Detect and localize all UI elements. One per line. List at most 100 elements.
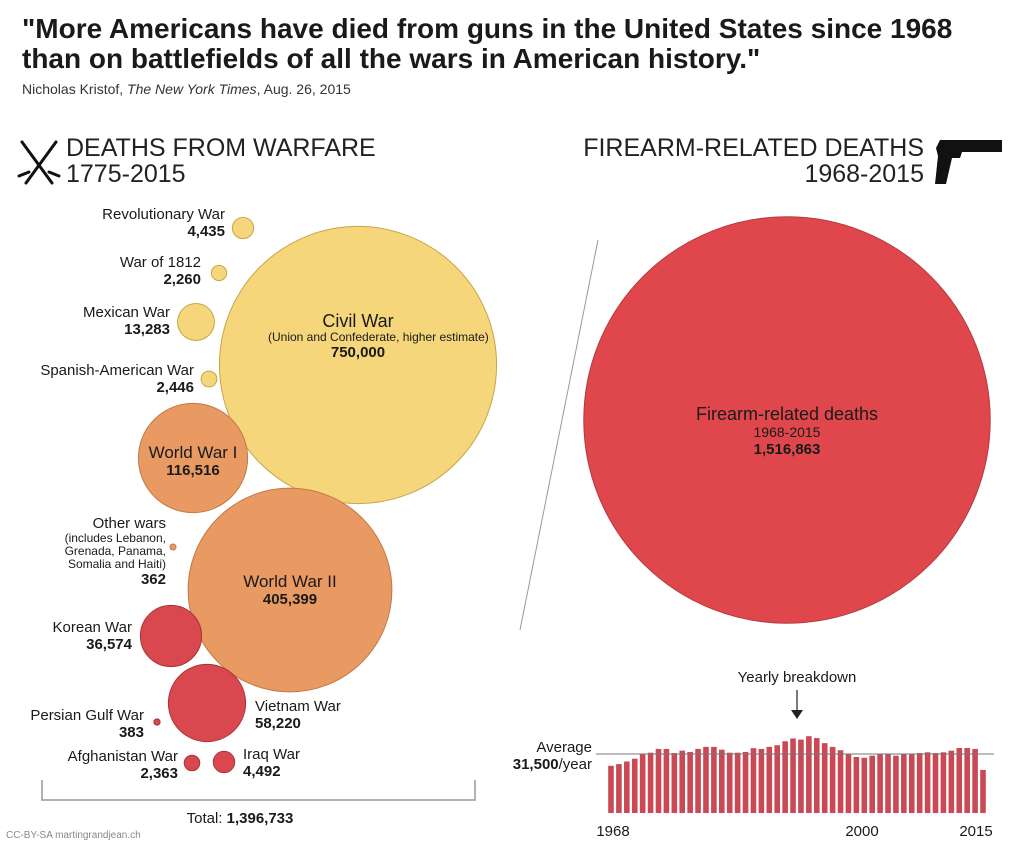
bar-1970	[624, 761, 630, 813]
bar-1993	[806, 736, 812, 813]
bar-1992	[798, 739, 804, 813]
label-civil-war: Civil War (Union and Confederate, higher …	[268, 311, 489, 361]
bar-2000	[861, 757, 868, 813]
crossed-swords-icon	[17, 140, 61, 185]
source-citation: Nicholas Kristof, The New York Times, Au…	[22, 81, 351, 97]
warfare-years: 1775-2015	[66, 160, 186, 188]
bar-2006	[908, 753, 915, 813]
bar-1983	[726, 752, 733, 813]
label-world-war-i: World War I 116,516	[148, 443, 238, 479]
bar-2007	[916, 753, 923, 813]
bubble-vietnam-war	[167, 663, 247, 743]
total-label: Total: 1,396,733	[186, 810, 294, 827]
bar-1977	[679, 750, 686, 813]
label-world-war-ii: World War II 405,399	[243, 572, 337, 608]
firearm-years: 1968-2015	[804, 160, 924, 188]
bar-2014	[972, 748, 978, 813]
label-war-of-1812: War of 1812 2,260	[119, 254, 201, 288]
label-korean-war: Korean War 36,574	[52, 619, 132, 653]
bar-2011	[948, 750, 955, 813]
bar-2001	[869, 755, 875, 813]
bar-1997	[837, 750, 844, 813]
label-mexican-war: Mexican War 13,283	[83, 304, 170, 338]
bar-2010	[940, 752, 947, 813]
credit: CC-BY-SA martingrandjean.ch	[6, 830, 141, 841]
bar-1999	[853, 756, 860, 813]
bubble-korean-war	[139, 604, 203, 668]
tick-2000: 2000	[845, 823, 879, 840]
bar-1975	[663, 748, 670, 813]
bar-2004	[893, 755, 899, 813]
bar-1989	[774, 745, 781, 813]
bar-1981	[711, 746, 717, 813]
bar-1973	[647, 752, 654, 813]
bubble-revolutionary-war	[231, 216, 255, 240]
bar-1976	[671, 753, 678, 813]
bubble-firearm-related-deaths	[583, 216, 991, 624]
bar-1978	[687, 751, 693, 813]
yearly-breakdown-label: Yearly breakdown	[737, 669, 857, 686]
bar-1984	[734, 752, 741, 813]
bubbles	[137, 216, 991, 774]
bar-1986	[750, 748, 757, 813]
bar-1982	[719, 749, 725, 813]
label-other-wars: Other wars (includes Lebanon, Grenada, Pa…	[64, 515, 166, 588]
label-vietnam-war: Vietnam War 58,220	[255, 698, 341, 732]
yearly-bars	[608, 736, 986, 813]
bubble-iraq-war	[212, 750, 236, 774]
bar-2015	[980, 769, 986, 813]
source-date: , Aug. 26, 2015	[256, 81, 351, 97]
label-afghanistan-war: Afghanistan War 2,363	[67, 748, 178, 782]
bubble-other-wars	[169, 543, 177, 551]
label-persian-gulf-war: Persian Gulf War 383	[30, 707, 144, 741]
bar-1991	[790, 738, 796, 813]
bar-2002	[877, 754, 883, 813]
bubble-war-of-1812	[210, 264, 228, 282]
bar-1980	[703, 746, 709, 813]
bubble-spanish-american-war	[200, 370, 218, 388]
warfare-header: DEATHS FROM WARFARE 1775-2015	[66, 135, 376, 187]
bar-1969	[616, 764, 622, 813]
bar-1995	[821, 743, 828, 813]
bubble-mexican-war	[177, 303, 215, 341]
divider-line	[519, 239, 599, 631]
bar-1971	[631, 758, 638, 813]
bar-2013	[964, 748, 970, 813]
label-spanish-american-war: Spanish-American War 2,446	[40, 362, 194, 396]
bar-1974	[655, 748, 662, 813]
average-label: Average 31,500/year	[512, 739, 592, 773]
bubble-world-war-ii	[187, 487, 393, 693]
bubble-afghanistan-war	[183, 754, 201, 772]
bar-2005	[901, 753, 907, 813]
firearm-header: FIREARM-RELATED DEATHS 1968-2015	[583, 135, 924, 187]
bar-2003	[885, 754, 891, 813]
source-author: Nicholas Kristof,	[22, 81, 128, 97]
bar-1985	[742, 751, 749, 813]
label-firearm-deaths: Firearm-related deaths 1968-2015 1,516,863	[695, 404, 879, 458]
pistol-icon	[935, 140, 1002, 184]
bar-1994	[813, 738, 820, 813]
label-iraq-war: Iraq War 4,492	[243, 746, 300, 780]
bar-2008	[924, 752, 931, 813]
bar-1987	[758, 748, 765, 813]
bubble-civil-war	[218, 225, 498, 505]
source-publication: The New York Times	[127, 81, 257, 97]
bar-1972	[639, 754, 646, 813]
tick-2015: 2015	[959, 823, 993, 840]
arrow-head-icon	[791, 710, 803, 719]
tick-1968: 1968	[596, 823, 630, 840]
bar-1979	[695, 748, 701, 813]
bar-1968	[608, 765, 614, 813]
firearm-title: FIREARM-RELATED DEATHS	[583, 134, 924, 162]
bar-1988	[766, 746, 773, 813]
bubble-persian-gulf-war	[153, 718, 161, 726]
bar-1990	[782, 741, 788, 813]
bar-2009	[932, 753, 939, 813]
quote-title: "More Americans have died from guns in t…	[22, 13, 953, 74]
bubble-world-war-i	[137, 402, 249, 514]
label-revolutionary-war: Revolutionary War 4,435	[102, 206, 225, 240]
total-bracket	[41, 780, 476, 801]
warfare-title: DEATHS FROM WARFARE	[66, 134, 376, 162]
